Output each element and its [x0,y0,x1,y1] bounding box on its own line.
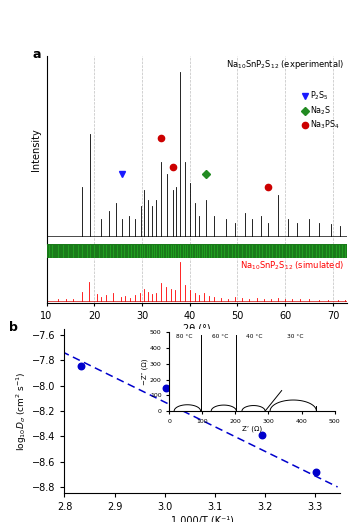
Legend: P$_2$S$_5$, Na$_2$S, Na$_3$PS$_4$: P$_2$S$_5$, Na$_2$S, Na$_3$PS$_4$ [303,90,340,132]
Point [78,362,84,370]
Point [260,431,265,440]
Y-axis label: Intensity: Intensity [31,128,41,171]
Y-axis label: log$_{10}$$D_{\sigma}$ (cm$^2$ s$^{-1}$): log$_{10}$$D_{\sigma}$ (cm$^2$ s$^{-1}$) [15,371,29,451]
Point [163,384,169,393]
Text: Na$_{10}$SnP$_2$S$_{12}$ (simulated): Na$_{10}$SnP$_2$S$_{12}$ (simulated) [240,260,344,272]
Point [313,468,318,477]
Text: a: a [32,49,40,62]
X-axis label: 2θ (°): 2θ (°) [183,324,211,334]
Text: Na$_{10}$SnP$_2$S$_{12}$ (experimental): Na$_{10}$SnP$_2$S$_{12}$ (experimental) [226,58,344,71]
X-axis label: 1,000/T (K⁻¹): 1,000/T (K⁻¹) [171,515,234,522]
Text: b: b [9,321,18,334]
